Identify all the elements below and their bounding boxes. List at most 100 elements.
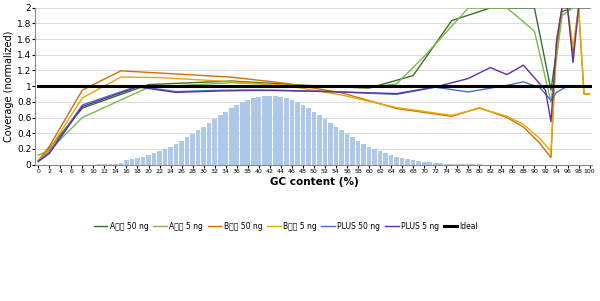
Bar (201, 126, 206, 165)
Ideal (365, 84, 373, 88)
Bar (444, 164, 449, 165)
Bar (290, 100, 294, 165)
Bar (223, 112, 228, 165)
PLUS 5 ng (586, 6, 593, 9)
A公司 50 ng (288, 83, 295, 86)
A公司 50 ng (421, 58, 428, 62)
A公司 5 ng (73, 121, 80, 125)
Bar (460, 164, 465, 165)
A公司 5 ng (421, 54, 428, 58)
PLUS 50 ng (172, 90, 179, 93)
B公司 5 ng (559, 6, 566, 9)
PLUS 50 ng (73, 111, 80, 115)
Bar (163, 149, 167, 165)
A公司 50 ng (73, 113, 80, 116)
Bar (455, 164, 460, 165)
B公司 50 ng (559, 6, 566, 9)
B公司 5 ng (365, 99, 373, 103)
Y-axis label: Coverage (normalized): Coverage (normalized) (4, 30, 14, 142)
Bar (306, 108, 311, 165)
PLUS 5 ng (172, 91, 179, 94)
Ideal (35, 84, 42, 88)
Bar (356, 141, 361, 165)
PLUS 5 ng (288, 89, 295, 92)
PLUS 50 ng (448, 88, 455, 92)
PLUS 50 ng (421, 88, 428, 91)
Bar (218, 115, 223, 165)
PLUS 5 ng (421, 87, 428, 91)
Line: PLUS 50 ng: PLUS 50 ng (38, 82, 590, 161)
Bar (107, 164, 112, 165)
Bar (411, 160, 415, 165)
A公司 5 ng (569, 6, 577, 9)
Line: PLUS 5 ng: PLUS 5 ng (38, 8, 590, 161)
Bar (301, 105, 305, 165)
Bar (251, 98, 256, 165)
B公司 50 ng (586, 92, 593, 96)
Bar (102, 164, 107, 165)
Bar (174, 144, 178, 165)
PLUS 50 ng (586, 84, 593, 88)
Bar (240, 102, 245, 165)
Bar (334, 126, 338, 165)
Bar (284, 98, 289, 165)
Ideal (586, 84, 593, 88)
Bar (383, 154, 388, 165)
Bar (179, 141, 184, 165)
B公司 5 ng (421, 110, 428, 113)
A公司 50 ng (586, 6, 593, 9)
PLUS 5 ng (365, 91, 373, 95)
Bar (135, 158, 140, 165)
PLUS 5 ng (73, 113, 80, 116)
Bar (372, 149, 377, 165)
Ideal (172, 84, 179, 88)
Bar (212, 119, 217, 165)
Bar (229, 108, 233, 165)
PLUS 50 ng (520, 80, 527, 84)
A公司 5 ng (172, 84, 179, 88)
Bar (328, 123, 333, 165)
Bar (378, 151, 382, 165)
Ideal (288, 84, 295, 88)
B公司 50 ng (448, 115, 455, 118)
PLUS 50 ng (35, 160, 42, 163)
B公司 5 ng (73, 105, 80, 108)
B公司 5 ng (448, 113, 455, 117)
PLUS 5 ng (35, 160, 42, 163)
Bar (185, 137, 190, 165)
X-axis label: GC content (%): GC content (%) (269, 177, 358, 187)
Bar (350, 137, 355, 165)
Line: B公司 50 ng: B公司 50 ng (38, 8, 590, 161)
Bar (416, 161, 421, 165)
Bar (449, 164, 454, 165)
Bar (405, 160, 410, 165)
Bar (311, 112, 316, 165)
A公司 5 ng (586, 6, 593, 9)
Bar (152, 154, 157, 165)
Bar (268, 95, 272, 165)
Bar (367, 147, 371, 165)
Line: B公司 5 ng: B公司 5 ng (38, 8, 590, 161)
Bar (439, 163, 443, 165)
A公司 50 ng (35, 159, 42, 163)
Bar (361, 144, 366, 165)
Bar (427, 163, 432, 165)
A公司 50 ng (365, 86, 373, 90)
Bar (400, 158, 404, 165)
B公司 50 ng (288, 82, 295, 86)
Bar (422, 162, 427, 165)
A公司 50 ng (569, 6, 577, 9)
Bar (273, 96, 278, 165)
Bar (113, 164, 118, 165)
Ideal (73, 84, 80, 88)
B公司 5 ng (172, 77, 179, 80)
Bar (157, 151, 162, 165)
Bar (168, 147, 173, 165)
Bar (190, 134, 195, 165)
Line: A公司 5 ng: A公司 5 ng (38, 8, 590, 155)
Line: A公司 50 ng: A公司 50 ng (38, 8, 590, 161)
Ideal (448, 84, 455, 88)
A公司 5 ng (365, 86, 373, 90)
B公司 50 ng (172, 72, 179, 76)
Bar (119, 163, 123, 165)
